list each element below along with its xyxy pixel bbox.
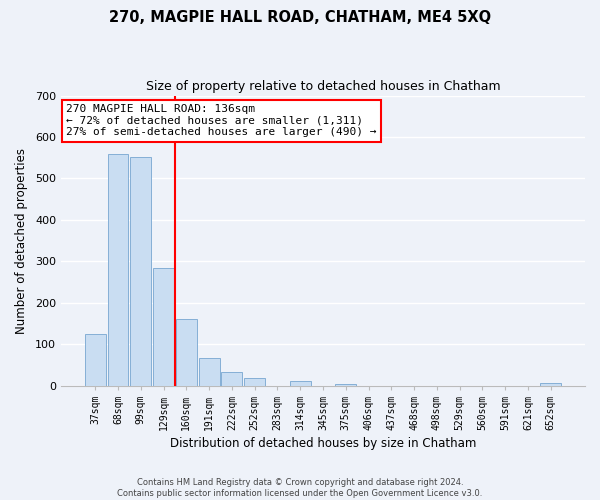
- Bar: [85, 334, 106, 386]
- Text: Contains HM Land Registry data © Crown copyright and database right 2024.
Contai: Contains HM Land Registry data © Crown c…: [118, 478, 482, 498]
- Bar: [335, 384, 356, 386]
- Bar: [199, 358, 220, 386]
- Bar: [540, 383, 561, 386]
- Bar: [221, 372, 242, 386]
- Y-axis label: Number of detached properties: Number of detached properties: [15, 148, 28, 334]
- Bar: [176, 318, 197, 386]
- Bar: [244, 378, 265, 386]
- X-axis label: Distribution of detached houses by size in Chatham: Distribution of detached houses by size …: [170, 437, 476, 450]
- Bar: [153, 268, 174, 386]
- Title: Size of property relative to detached houses in Chatham: Size of property relative to detached ho…: [146, 80, 500, 93]
- Text: 270 MAGPIE HALL ROAD: 136sqm
← 72% of detached houses are smaller (1,311)
27% of: 270 MAGPIE HALL ROAD: 136sqm ← 72% of de…: [66, 104, 377, 138]
- Bar: [290, 381, 311, 386]
- Text: 270, MAGPIE HALL ROAD, CHATHAM, ME4 5XQ: 270, MAGPIE HALL ROAD, CHATHAM, ME4 5XQ: [109, 10, 491, 25]
- Bar: [130, 156, 151, 386]
- Bar: [107, 154, 128, 386]
